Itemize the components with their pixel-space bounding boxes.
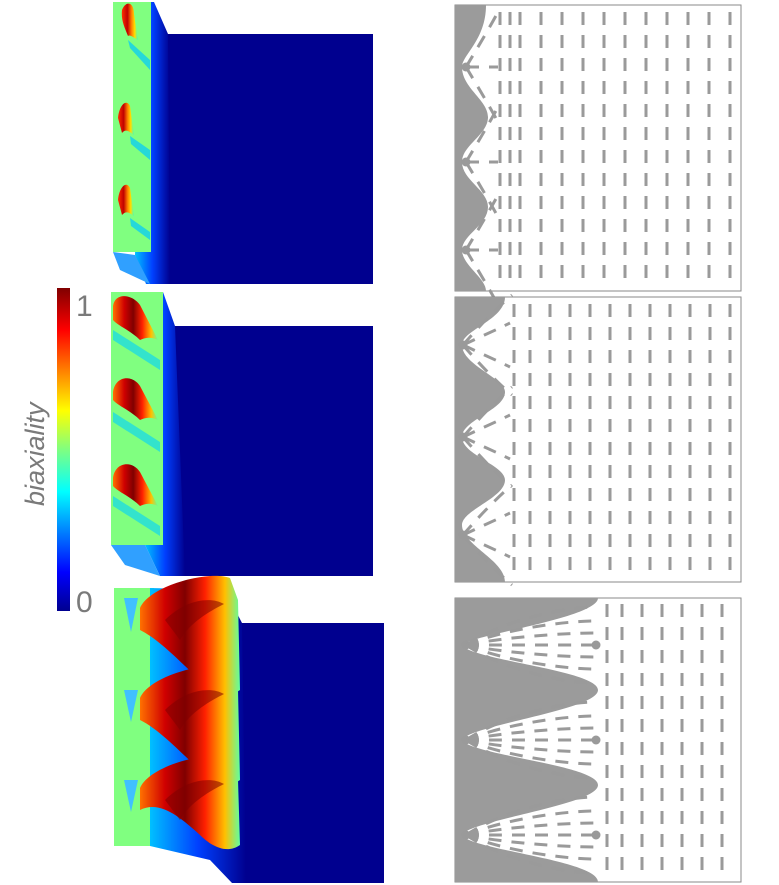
- director-curve: [462, 343, 511, 369]
- director-curve: [461, 344, 513, 397]
- low-biaxiality-region: [150, 34, 373, 284]
- director-curve: [465, 643, 597, 671]
- director-curve: [461, 483, 513, 536]
- director-curve: [462, 533, 511, 559]
- defect-peaks: [118, 3, 150, 240]
- director-curve: [462, 413, 511, 439]
- director-curve: [465, 714, 597, 742]
- foot-edge: [113, 252, 150, 284]
- map-frame: [454, 4, 742, 292]
- surface-plot-row-1: [113, 2, 373, 284]
- director-curve: [464, 161, 500, 218]
- director-curve: [465, 809, 597, 837]
- director-field: [458, 293, 732, 587]
- director-curve: [464, 194, 500, 251]
- surface-plot-row-3: [114, 575, 384, 883]
- director-map-row-2: [454, 293, 742, 587]
- director-curve: [465, 738, 597, 754]
- low-biaxiality-region: [163, 326, 373, 576]
- director-map-row-3: [454, 597, 742, 883]
- foot-edge: [111, 545, 160, 576]
- director-curve: [464, 66, 500, 123]
- director-curve: [465, 631, 597, 647]
- grating-substrate: [455, 5, 488, 291]
- defect-peaks: [113, 296, 160, 536]
- director-curve: [461, 385, 513, 438]
- director-curve: [465, 619, 597, 647]
- map-frame: [454, 296, 742, 583]
- director-curve: [461, 293, 513, 346]
- director-curve: [462, 321, 511, 347]
- director-curve: [465, 726, 597, 742]
- director-curve: [461, 436, 513, 489]
- director-curve: [465, 643, 597, 685]
- colorbar-max-label: 1: [76, 290, 93, 323]
- director-curve: [464, 106, 500, 163]
- director-curve: [465, 833, 597, 861]
- surface-plot-row-2: [111, 292, 373, 576]
- defect-point: [591, 830, 601, 840]
- director-curve: [462, 511, 511, 537]
- defect-point: [591, 640, 601, 650]
- colorbar-gradient: [57, 288, 70, 611]
- director-curve: [464, 11, 500, 68]
- director-curve: [465, 738, 597, 780]
- director-curve: [462, 435, 511, 461]
- director-curve: [465, 643, 597, 659]
- colorbar-title: biaxiality: [20, 401, 50, 506]
- director-map-row-1: [454, 4, 742, 306]
- low-biaxiality-region: [242, 623, 384, 883]
- colorbar: 1 0 biaxiality: [20, 288, 93, 619]
- colorbar-min-label: 0: [76, 586, 93, 619]
- director-curve: [465, 700, 597, 742]
- director-curve: [465, 833, 597, 875]
- director-curve: [465, 795, 597, 837]
- director-curve: [465, 821, 597, 837]
- director-curve: [461, 534, 513, 587]
- director-curve: [465, 738, 597, 766]
- grating-substrate: [455, 598, 598, 882]
- grating-substrate: [455, 297, 505, 582]
- director-field: [461, 604, 724, 878]
- director-curve: [465, 833, 597, 849]
- director-field: [461, 11, 732, 306]
- defect-peaks: [124, 575, 240, 850]
- defect-point: [591, 735, 601, 745]
- director-curve: [465, 605, 597, 647]
